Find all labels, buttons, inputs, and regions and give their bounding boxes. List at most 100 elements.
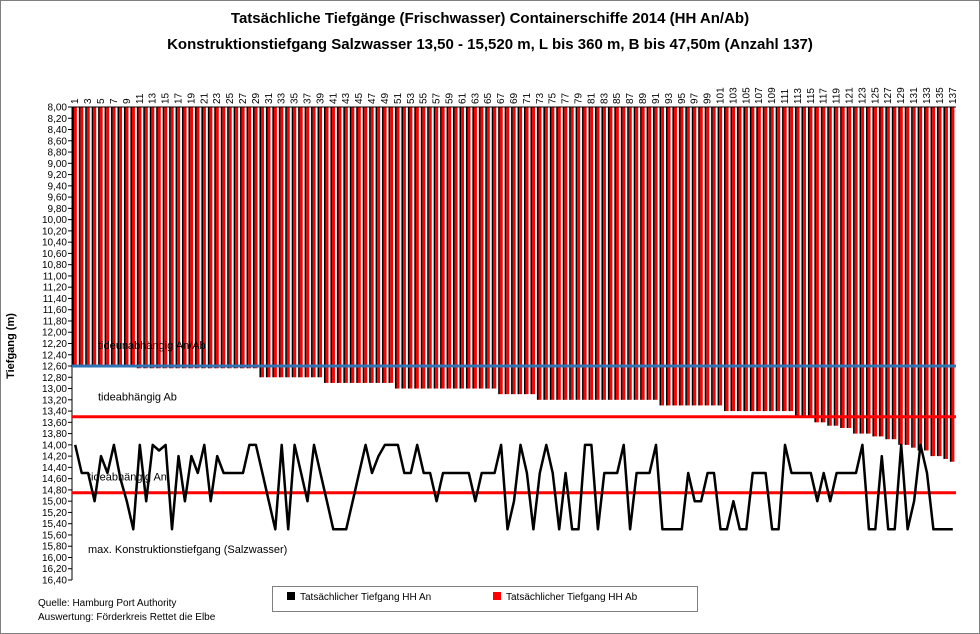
bar-ab xyxy=(473,107,477,389)
bar-ab-edge xyxy=(407,107,410,389)
bar-ab xyxy=(641,107,645,400)
x-tick-label: 113 xyxy=(793,88,804,104)
bar-ab xyxy=(209,107,213,369)
bar-ab xyxy=(628,107,632,400)
bar-ab-edge xyxy=(272,107,274,378)
bar-ab-edge xyxy=(78,107,81,367)
y-tick-label: 12,60 xyxy=(42,362,67,373)
y-tick-label: 13,60 xyxy=(42,418,67,429)
line-an xyxy=(73,443,953,531)
x-tick-label: 123 xyxy=(857,87,868,104)
bar-ab xyxy=(712,107,716,406)
bar-ab xyxy=(828,107,832,426)
bar-ab xyxy=(99,107,103,367)
bar-ab-edge xyxy=(898,107,900,445)
x-tick-label: 119 xyxy=(832,88,843,104)
bar-ab-edge xyxy=(298,107,300,378)
bar-ab-edge xyxy=(336,107,339,383)
reference-line-label: tideabhängig Ab xyxy=(98,392,177,404)
x-tick-label: 91 xyxy=(651,92,662,104)
x-tick-label: 21 xyxy=(199,92,210,104)
y-tick-label: 16,20 xyxy=(42,564,67,575)
bar-ab-edge xyxy=(149,107,152,369)
x-tick-label: 25 xyxy=(225,92,236,104)
annotation-max-konstruktionstiefgang: max. Konstruktionstiefgang (Salzwasser) xyxy=(88,544,287,556)
bar-ab-edge xyxy=(252,107,255,369)
bar-ab xyxy=(693,107,697,406)
bar-ab-edge xyxy=(878,107,881,437)
bar-ab-edge xyxy=(627,107,629,400)
y-tick-label: 16,00 xyxy=(42,553,67,564)
bar-ab-edge xyxy=(601,107,604,400)
bar-ab xyxy=(661,107,665,406)
bar-ab xyxy=(177,107,181,369)
x-tick-label: 7 xyxy=(109,98,120,104)
bar-ab xyxy=(732,107,735,412)
bar-ab-edge xyxy=(904,107,907,445)
y-tick-label: 10,60 xyxy=(42,249,67,260)
x-tick-label: 35 xyxy=(290,92,301,104)
x-tick-label: 129 xyxy=(896,87,907,104)
bar-ab-edge xyxy=(827,107,829,426)
y-tick-label: 11,20 xyxy=(43,283,68,294)
x-tick-label: 83 xyxy=(599,92,610,104)
y-tick-label: 8,20 xyxy=(48,114,68,125)
bar-ab-edge xyxy=(620,107,623,400)
y-tick-label: 9,40 xyxy=(48,181,68,192)
y-tick-label: 14,60 xyxy=(42,474,67,485)
bar-ab xyxy=(319,107,323,378)
bar-ab xyxy=(441,107,445,389)
bar-ab xyxy=(919,107,923,451)
bar-ab xyxy=(938,107,942,457)
bar-ab-edge xyxy=(556,107,558,400)
x-tick-label: 135 xyxy=(935,87,946,104)
bar-ab xyxy=(583,107,587,400)
bar-ab-edge xyxy=(924,107,926,451)
bar-ab-edge xyxy=(543,107,545,400)
bar-ab xyxy=(396,107,400,389)
bar-ab xyxy=(377,107,381,383)
bar-ab-edge xyxy=(698,107,700,406)
bar-ab-edge xyxy=(691,107,694,406)
bar-ab xyxy=(899,107,903,445)
bar-ab xyxy=(390,107,394,383)
bar-ab-edge xyxy=(517,107,520,395)
bar-ab-edge xyxy=(653,107,655,400)
bar-ab-edge xyxy=(175,107,178,369)
bar-ab-edge xyxy=(104,107,107,367)
bar-ab xyxy=(874,107,877,437)
bar-ab-edge xyxy=(265,107,268,378)
legend-swatch-an xyxy=(287,592,295,600)
bar-ab xyxy=(138,107,142,369)
bar-ab xyxy=(364,107,368,383)
bar-ab-edge xyxy=(607,107,610,400)
bar-ab xyxy=(757,107,761,412)
bar-ab xyxy=(945,107,948,459)
chart-title: Tatsächliche Tiefgänge (Frischwasser) Co… xyxy=(230,10,750,27)
y-tick-label: 11,40 xyxy=(43,294,68,305)
x-tick-label: 17 xyxy=(173,92,184,104)
bar-ab xyxy=(196,107,200,369)
bar-ab xyxy=(415,107,419,389)
bar-ab-edge xyxy=(730,107,733,412)
bar-ab-edge xyxy=(917,107,920,451)
x-tick-label: 57 xyxy=(432,92,443,104)
bar-ab-edge xyxy=(685,107,687,406)
bar-ab-edge xyxy=(311,107,313,378)
x-tick-label: 71 xyxy=(522,92,533,104)
bar-ab xyxy=(467,107,471,389)
bar-ab-edge xyxy=(304,107,307,378)
bar-ab xyxy=(648,107,652,400)
bar-ab xyxy=(886,107,890,440)
y-tick-label: 12,80 xyxy=(42,373,67,384)
bar-ab xyxy=(906,107,910,445)
bar-ab xyxy=(80,107,84,367)
bar-ab xyxy=(803,107,806,417)
bar-ab xyxy=(170,107,174,369)
bar-ab-edge xyxy=(833,107,836,426)
y-tick-label: 15,20 xyxy=(42,508,67,519)
x-tick-label: 61 xyxy=(457,92,468,104)
bar-ab xyxy=(570,107,574,400)
bar-ab-edge xyxy=(207,107,210,369)
bar-ab-edge xyxy=(872,107,875,437)
